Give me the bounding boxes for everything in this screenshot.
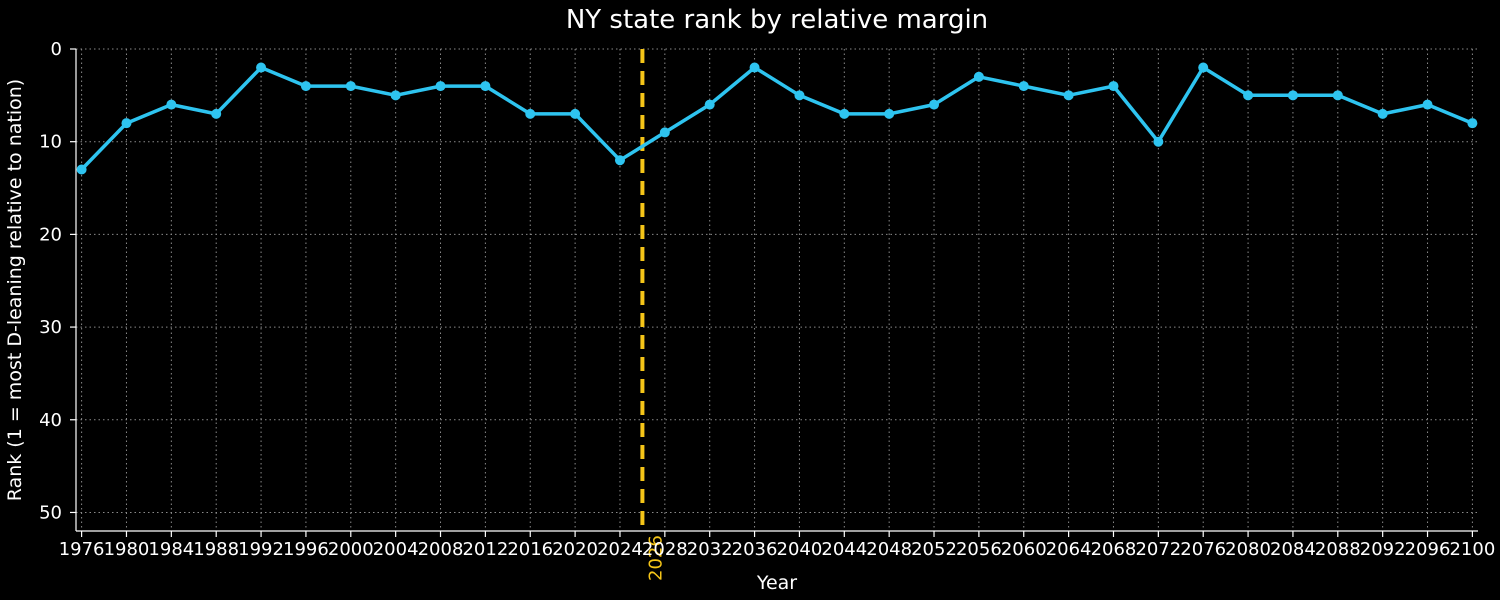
x-tick-label: 2024 <box>597 539 643 560</box>
data-point <box>121 118 132 129</box>
data-point <box>76 164 87 175</box>
data-point <box>1153 136 1164 147</box>
x-tick-label: 2056 <box>956 539 1002 560</box>
x-tick-label: 2032 <box>687 539 733 560</box>
series-group <box>76 62 1478 175</box>
data-point <box>929 99 940 110</box>
x-tick-label: 1988 <box>193 539 239 560</box>
x-tick-label: 1996 <box>283 539 329 560</box>
data-point <box>345 81 356 92</box>
data-point <box>211 108 222 119</box>
data-point <box>884 108 895 119</box>
data-point <box>480 81 491 92</box>
x-tick-label: 2036 <box>732 539 778 560</box>
x-axis-label: Year <box>756 572 797 594</box>
data-point <box>570 108 581 119</box>
data-point <box>839 108 850 119</box>
x-tick-label: 2048 <box>866 539 912 560</box>
x-tick-label: 2016 <box>507 539 553 560</box>
data-point <box>1018 81 1029 92</box>
data-point <box>704 99 715 110</box>
x-tick-label: 2088 <box>1315 539 1361 560</box>
grid <box>76 48 1478 531</box>
y-tick-label: 20 <box>39 224 62 245</box>
y-tick-label: 40 <box>39 410 62 431</box>
x-tick-label: 2092 <box>1360 539 1406 560</box>
data-point <box>525 108 536 119</box>
data-point <box>1243 90 1254 101</box>
x-tick-label: 2080 <box>1225 539 1271 560</box>
x-tick-label: 2076 <box>1180 539 1226 560</box>
y-tick-label: 0 <box>51 39 62 60</box>
data-point <box>659 127 670 138</box>
x-tick-label: 2008 <box>418 539 464 560</box>
x-tick-label: 2064 <box>1046 539 1092 560</box>
x-tick-label: 2100 <box>1449 539 1495 560</box>
data-point <box>1422 99 1433 110</box>
x-tick-label: 2000 <box>328 539 374 560</box>
axes: 1976 1980 1984 1988 1992 1996 2000 2004 2008 2012… <box>39 39 1495 560</box>
x-tick-label: 1980 <box>104 539 150 560</box>
x-tick-label: 2068 <box>1091 539 1137 560</box>
x-tick-label: 2052 <box>911 539 957 560</box>
data-point <box>749 62 760 73</box>
data-point <box>300 81 311 92</box>
x-tick-label: 2028 <box>642 539 688 560</box>
x-tick-label: 1976 <box>59 539 105 560</box>
x-tick-label: 2084 <box>1270 539 1316 560</box>
x-tick-label: 2044 <box>821 539 867 560</box>
data-point <box>1332 90 1343 101</box>
reference-line-group: 2026 <box>640 49 666 581</box>
data-point <box>1063 90 1074 101</box>
data-point <box>614 155 625 166</box>
reference-line-label: 2026 <box>645 535 666 581</box>
x-tick-label: 2040 <box>777 539 823 560</box>
y-tick-label: 10 <box>39 132 62 153</box>
x-tick-label: 2004 <box>373 539 419 560</box>
data-point <box>256 62 267 73</box>
y-axis-label: Rank (1 = most D-leaning relative to nat… <box>4 79 26 501</box>
data-point <box>1377 108 1388 119</box>
y-tick-label: 30 <box>39 317 62 338</box>
data-point <box>973 71 984 82</box>
series-line <box>80 65 1474 171</box>
data-point <box>390 90 401 101</box>
data-point <box>1198 62 1209 73</box>
x-tick-label: 2072 <box>1135 539 1181 560</box>
data-point <box>794 90 805 101</box>
chart-title: NY state rank by relative margin <box>566 5 988 35</box>
x-tick-label: 2096 <box>1405 539 1451 560</box>
data-point <box>435 81 446 92</box>
data-point <box>166 99 177 110</box>
x-tick-label: 2060 <box>1001 539 1047 560</box>
x-tick-label: 1984 <box>148 539 194 560</box>
data-point <box>1467 118 1478 129</box>
x-tick-label: 2012 <box>462 539 508 560</box>
x-tick-label: 2020 <box>552 539 598 560</box>
x-tick-label: 1992 <box>238 539 284 560</box>
y-tick-label: 50 <box>39 502 62 523</box>
data-point <box>1287 90 1298 101</box>
data-point <box>1108 81 1119 92</box>
